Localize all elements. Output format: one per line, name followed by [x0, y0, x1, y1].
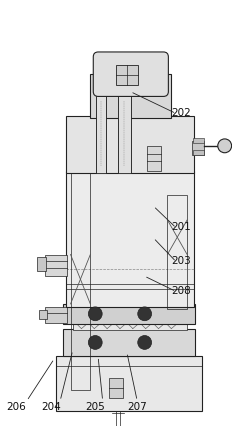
Bar	[56, 356, 202, 411]
Bar	[39, 310, 47, 319]
Bar	[192, 141, 204, 155]
Bar	[96, 85, 106, 173]
Bar	[147, 146, 161, 171]
Bar	[193, 150, 204, 155]
Text: 203: 203	[171, 256, 191, 266]
Circle shape	[88, 335, 102, 349]
Text: 206: 206	[7, 402, 26, 412]
Text: 207: 207	[127, 402, 147, 412]
Text: 202: 202	[171, 108, 191, 118]
Text: 204: 204	[41, 402, 61, 412]
Bar	[90, 74, 171, 118]
Bar	[45, 254, 67, 276]
Text: 205: 205	[85, 402, 105, 412]
Bar	[66, 171, 194, 307]
Bar	[45, 307, 67, 323]
Bar	[63, 329, 195, 356]
Circle shape	[138, 307, 152, 321]
Bar	[37, 257, 46, 271]
Text: 208: 208	[171, 286, 191, 296]
Bar	[63, 304, 195, 324]
Bar	[109, 378, 123, 398]
FancyBboxPatch shape	[93, 52, 168, 97]
Bar	[167, 195, 187, 309]
Circle shape	[88, 307, 102, 321]
Bar	[193, 138, 204, 143]
Bar	[72, 322, 187, 329]
Bar	[116, 65, 138, 85]
Bar	[71, 171, 90, 390]
Bar	[66, 116, 194, 173]
Bar	[118, 85, 131, 173]
Circle shape	[138, 335, 152, 349]
Text: 201: 201	[171, 222, 191, 232]
Circle shape	[218, 139, 232, 153]
